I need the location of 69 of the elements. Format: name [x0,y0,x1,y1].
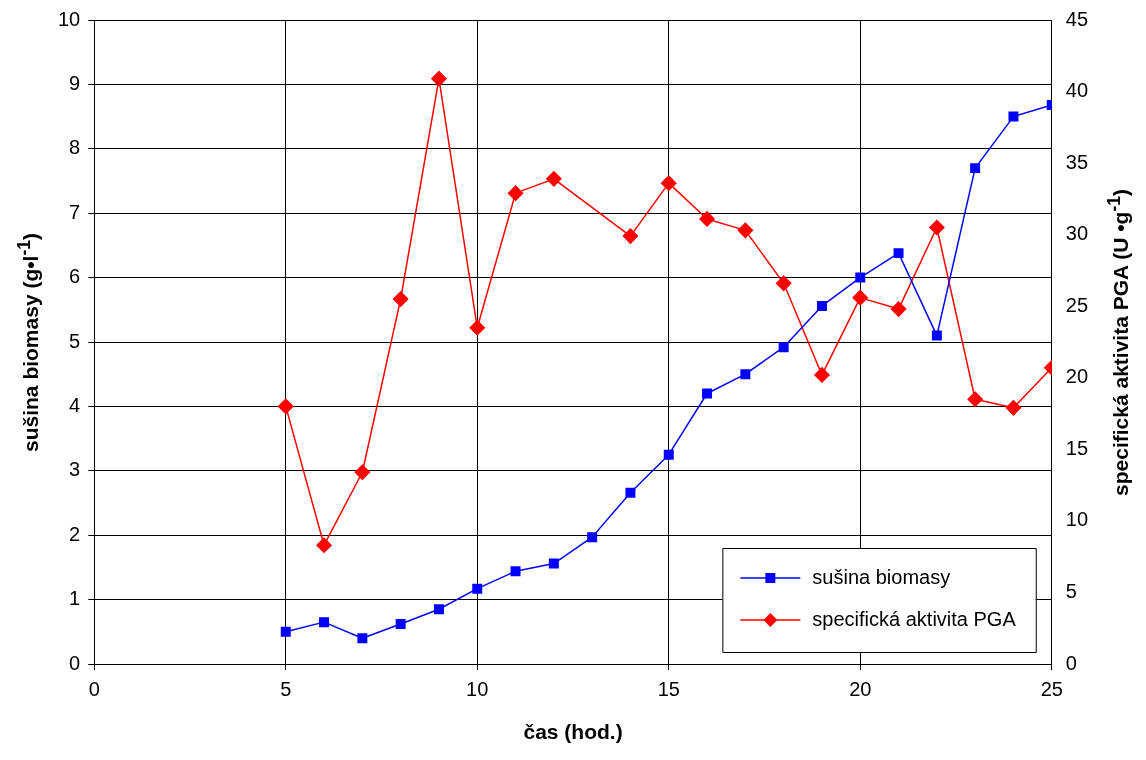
y2-tick-label: 30 [1065,222,1088,245]
point [699,211,715,227]
point [431,70,447,87]
point [814,367,830,383]
point [1005,400,1022,416]
point [472,583,483,594]
point [278,398,294,415]
point [587,532,598,543]
point [622,228,639,244]
y-tick-label: 4 [69,393,81,416]
point [778,342,789,353]
y2-tick-label: 35 [1065,150,1088,173]
x-tick-label: 0 [88,677,100,700]
point [931,330,942,341]
point [852,289,868,306]
legend-label: sušina biomasy [812,565,951,588]
point [893,248,904,259]
point [702,388,713,399]
point [967,391,983,407]
point [354,464,371,480]
y-tick-label: 6 [69,265,81,288]
y2-tick-label: 25 [1065,293,1088,316]
y-tick-label: 8 [69,136,81,159]
y2-tick-label: 5 [1065,579,1077,602]
x-tick-label: 10 [466,677,489,700]
point [890,301,907,317]
point [775,275,792,292]
y2-tick-label: 40 [1065,79,1088,102]
x-axis-title: čas (hod.) [523,720,623,744]
point [625,487,636,498]
y2-tick-label: 20 [1065,365,1088,388]
y-tick-label: 2 [69,522,81,545]
point [548,558,559,569]
y-tick-label: 7 [69,200,81,223]
x-tick-label: 20 [849,677,872,700]
legend-label: specifická aktivita PGA [812,607,1017,630]
x-tick-label: 5 [280,677,292,700]
point [929,219,945,236]
point [510,566,521,577]
point [737,222,754,239]
point [1008,111,1019,122]
point [661,175,677,191]
point [319,617,330,628]
y-tick-label: 5 [69,329,81,352]
point [740,369,751,380]
y2-tick-label: 45 [1065,7,1088,30]
point [507,185,524,201]
y2-tick-label: 15 [1065,436,1088,459]
point [395,619,406,630]
point [546,171,562,187]
point [280,626,291,637]
y-tick-label: 3 [69,458,81,481]
x-tick-label: 25 [1040,677,1063,700]
point [855,272,866,283]
point [970,163,981,174]
y-tick-label: 0 [69,651,81,674]
point [392,291,409,307]
point [816,300,827,311]
y-tick-label: 1 [69,587,81,610]
point [316,537,332,553]
y-tick-label: 9 [69,71,81,94]
y2-tick-label: 0 [1065,651,1077,674]
y2-tick-label: 10 [1065,508,1088,531]
y-tick-label: 10 [58,7,81,30]
point [357,633,368,644]
point [469,319,485,336]
x-tick-label: 15 [657,677,680,700]
point [663,449,674,460]
point [433,604,444,615]
